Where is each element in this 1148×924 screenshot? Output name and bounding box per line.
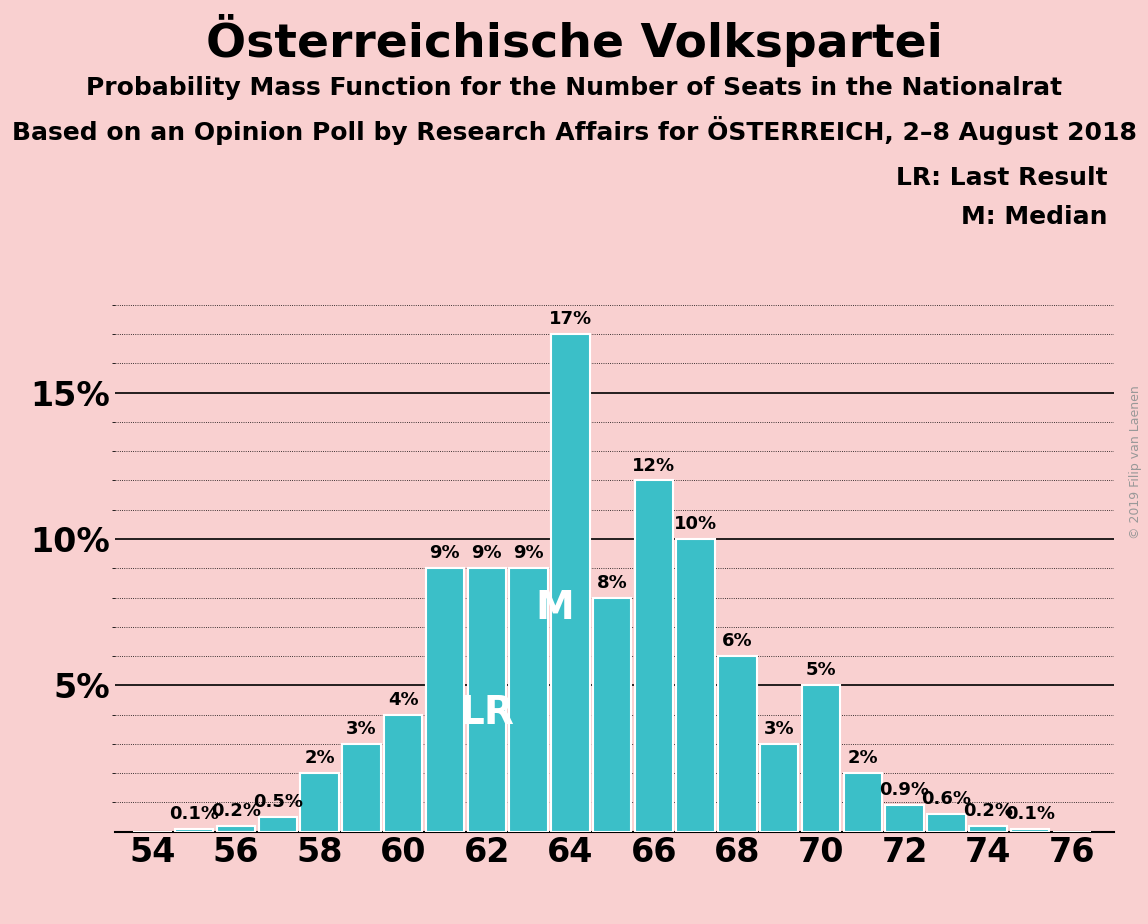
Bar: [760, 744, 799, 832]
Text: 12%: 12%: [633, 456, 675, 475]
Text: 9%: 9%: [472, 544, 502, 563]
Bar: [1010, 829, 1049, 832]
Bar: [258, 817, 297, 832]
Text: 5%: 5%: [806, 662, 837, 679]
Text: 0.5%: 0.5%: [253, 793, 303, 811]
Bar: [801, 686, 840, 832]
Bar: [592, 598, 631, 832]
Bar: [885, 805, 924, 832]
Bar: [174, 829, 214, 832]
Bar: [510, 568, 548, 832]
Bar: [383, 714, 422, 832]
Text: 2%: 2%: [304, 749, 335, 767]
Bar: [551, 334, 590, 832]
Text: Österreichische Volkspartei: Österreichische Volkspartei: [205, 14, 943, 67]
Text: 0.9%: 0.9%: [879, 782, 930, 799]
Text: 0.2%: 0.2%: [963, 802, 1014, 820]
Text: 9%: 9%: [429, 544, 460, 563]
Bar: [928, 814, 965, 832]
Text: M: Median: M: Median: [961, 205, 1108, 229]
Text: Based on an Opinion Poll by Research Affairs for ÖSTERREICH, 2–8 August 2018: Based on an Opinion Poll by Research Aff…: [11, 116, 1137, 145]
Text: 4%: 4%: [388, 691, 419, 709]
Text: 3%: 3%: [763, 720, 794, 738]
Text: 9%: 9%: [513, 544, 544, 563]
Text: 10%: 10%: [674, 516, 718, 533]
Bar: [844, 773, 882, 832]
Text: 3%: 3%: [346, 720, 377, 738]
Bar: [217, 826, 255, 832]
Text: 6%: 6%: [722, 632, 753, 650]
Bar: [301, 773, 339, 832]
Text: 0.2%: 0.2%: [211, 802, 261, 820]
Text: 0.1%: 0.1%: [169, 805, 219, 822]
Text: LR: Last Result: LR: Last Result: [897, 166, 1108, 190]
Text: 17%: 17%: [549, 310, 592, 328]
Bar: [676, 539, 715, 832]
Text: M: M: [535, 589, 574, 626]
Bar: [467, 568, 506, 832]
Bar: [969, 826, 1008, 832]
Text: 2%: 2%: [847, 749, 878, 767]
Bar: [719, 656, 757, 832]
Bar: [635, 480, 673, 832]
Text: © 2019 Filip van Laenen: © 2019 Filip van Laenen: [1130, 385, 1142, 539]
Bar: [342, 744, 381, 832]
Text: LR: LR: [459, 694, 514, 732]
Bar: [426, 568, 464, 832]
Text: Probability Mass Function for the Number of Seats in the Nationalrat: Probability Mass Function for the Number…: [86, 76, 1062, 100]
Text: 8%: 8%: [597, 574, 628, 591]
Text: 0.6%: 0.6%: [922, 790, 971, 808]
Text: 0.1%: 0.1%: [1004, 805, 1055, 822]
